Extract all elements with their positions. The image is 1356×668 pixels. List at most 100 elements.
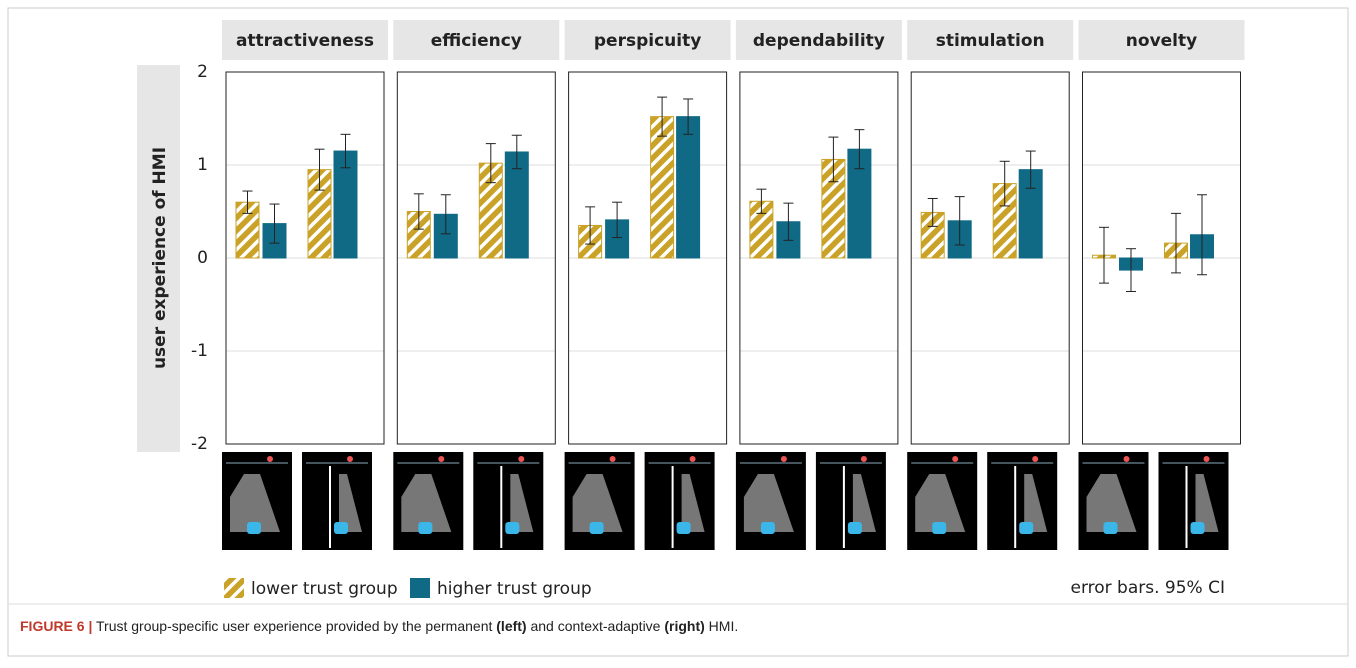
thumbnail-road	[339, 474, 362, 532]
error-bar	[1025, 150, 1036, 189]
thumbnail-car	[418, 522, 433, 534]
legend-swatch	[410, 578, 430, 598]
thumbnail-icon	[689, 456, 696, 462]
error-bar	[1099, 226, 1109, 284]
hmi-thumbnail	[987, 452, 1058, 550]
panel-title: dependability	[753, 31, 885, 51]
error-bar	[585, 206, 596, 245]
error-bar	[756, 188, 767, 214]
hmi-thumbnail	[473, 452, 544, 550]
y-tick-label: -1	[191, 341, 208, 361]
y-tick-label: 1	[197, 155, 208, 175]
y-tick-label: 2	[197, 62, 208, 82]
y-tick-label: -2	[191, 434, 208, 454]
thumbnail-car	[760, 522, 775, 534]
thumbnail-icon	[1203, 456, 1210, 462]
thumbnail-road	[681, 474, 705, 532]
hmi-thumbnail	[644, 452, 715, 550]
thumbnail-road	[572, 474, 623, 532]
thumbnail-icon	[518, 456, 525, 462]
panel-title-box	[907, 20, 1074, 60]
thumbnail-road	[510, 474, 534, 532]
thumbnail-road	[1086, 474, 1137, 532]
plot-frame	[396, 71, 556, 445]
thumbnail-car	[1190, 522, 1205, 534]
y-axis-label: user experience of HMI	[150, 147, 170, 369]
error-bar	[340, 133, 351, 169]
thumbnail-icon	[347, 456, 353, 462]
thumbnail-icon	[1032, 456, 1039, 462]
thumbnail-car	[334, 522, 348, 534]
thumbnail-road	[743, 474, 794, 532]
error-bar	[683, 98, 694, 135]
panel-title: stimulation	[936, 31, 1045, 51]
panel-title: novelty	[1126, 31, 1197, 51]
error-bar	[1197, 194, 1207, 276]
thumbnail-road	[401, 474, 452, 532]
frame	[7, 7, 1349, 657]
thumbnail-road	[230, 474, 280, 532]
thumbnail-car	[505, 522, 520, 534]
bar	[676, 116, 701, 259]
panel-title-box	[564, 20, 731, 60]
panel-title: attractiveness	[236, 31, 374, 51]
error-bar	[1126, 248, 1136, 292]
thumbnail-road	[1195, 474, 1219, 532]
error-bar	[783, 202, 794, 241]
error-bar	[1171, 212, 1181, 274]
hmi-thumbnail	[815, 452, 886, 550]
error-bar	[413, 193, 424, 230]
plot-frame	[739, 71, 899, 445]
thumbnail-car	[589, 522, 604, 534]
error-bar	[242, 190, 253, 214]
thumbnail-icon	[1123, 456, 1130, 462]
panel-title-box	[222, 20, 388, 60]
hmi-thumbnail	[1158, 452, 1229, 550]
thumbnail-car	[847, 522, 862, 534]
thumbnail-icon	[609, 456, 616, 462]
thumbnail-road	[1024, 474, 1048, 532]
y-label-box	[137, 65, 180, 452]
hmi-thumbnail	[302, 452, 372, 550]
error-bar	[828, 136, 839, 183]
error-bar	[511, 134, 522, 170]
panel-title-box	[735, 20, 902, 60]
note: error bars. 95% CI	[1071, 578, 1226, 598]
error-bar	[954, 196, 965, 246]
error-bar	[927, 197, 938, 227]
panel-title-box	[393, 20, 560, 60]
plot-frame	[1082, 71, 1241, 445]
thumbnail-icon	[952, 456, 959, 462]
error-bar	[314, 148, 325, 191]
thumbnail-icon	[438, 456, 445, 462]
plot-frame	[568, 71, 728, 445]
thumbnail-car	[932, 522, 947, 534]
error-bar	[612, 201, 623, 239]
thumbnail-icon	[267, 456, 273, 462]
bar	[650, 116, 675, 259]
thumbnail-road	[852, 474, 876, 532]
legend-label: lower trust group	[251, 579, 398, 599]
error-bar	[657, 96, 668, 137]
thumbnail-icon	[860, 456, 867, 462]
plot-frame	[225, 71, 385, 445]
panel-title: efficiency	[431, 31, 522, 51]
error-bar	[485, 143, 496, 184]
legend-swatch	[224, 578, 244, 598]
thumbnail-car	[676, 522, 691, 534]
thumbnail-road	[915, 474, 966, 532]
y-tick-label: 0	[197, 248, 208, 268]
error-bar	[269, 203, 280, 244]
error-bar	[440, 194, 451, 235]
caption: FIGURE 6 | Trust group-specific user exp…	[20, 618, 738, 634]
panel-title: perspicuity	[594, 31, 701, 51]
panel-title-box	[1078, 20, 1245, 60]
thumbnail-icon	[780, 456, 787, 462]
error-bar	[854, 129, 865, 170]
error-bar	[999, 160, 1010, 207]
thumbnail-car	[247, 522, 261, 534]
legend-label: higher trust group	[437, 579, 592, 599]
thumbnail-car	[1103, 522, 1118, 534]
plot-frame	[910, 71, 1070, 445]
